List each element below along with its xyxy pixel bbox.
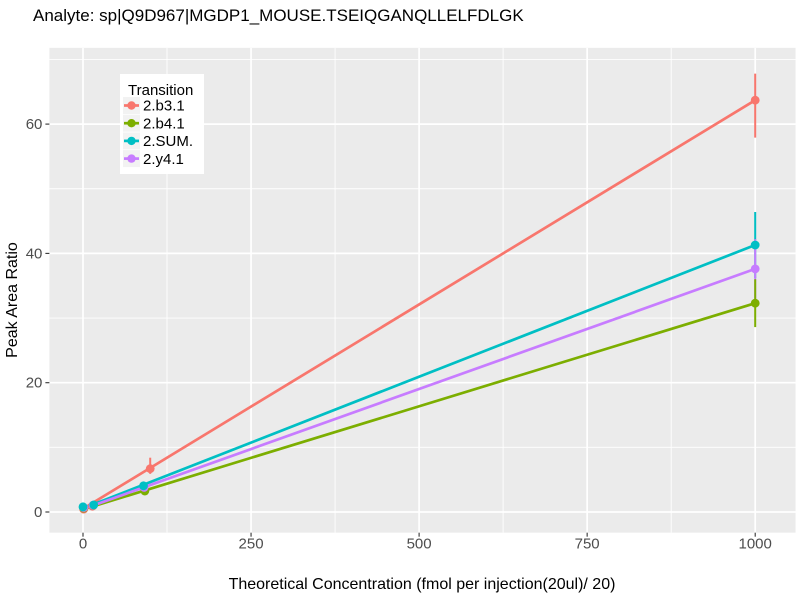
legend-key-point xyxy=(127,154,136,163)
fit-line-2.b3.1 xyxy=(81,98,757,511)
x-tick-label: 0 xyxy=(79,536,87,553)
legend-title: Transition xyxy=(128,82,193,99)
data-point-2.SUM. xyxy=(750,240,760,250)
legend-key-point xyxy=(127,136,136,146)
plot-generated-content: 0 20 40 60 0 250 500 750 1000 Transition2.b3.12.b… xyxy=(26,47,796,553)
y-tick-label: 20 xyxy=(26,375,43,392)
legend-key-point xyxy=(127,119,136,128)
data-point-2.SUM. xyxy=(78,502,88,512)
data-point-2.SUM. xyxy=(139,481,148,491)
data-point-2.y4.1 xyxy=(750,264,760,274)
fit-line-2.b4.1 xyxy=(81,301,757,511)
y-tick-label: 0 xyxy=(34,504,42,521)
x-tick-label: 750 xyxy=(575,536,600,553)
data-points xyxy=(78,95,760,514)
fit-line-2.SUM. xyxy=(81,243,757,510)
x-tick-label: 1000 xyxy=(739,536,772,553)
fit-line-2.y4.1 xyxy=(81,267,757,511)
legend-key-point xyxy=(127,101,136,110)
y-axis-title: Peak Area Ratio xyxy=(4,242,21,358)
legend-label-2.SUM.: 2.SUM. xyxy=(143,133,193,150)
chart-title: Analyte: sp|Q9D967|MGDP1_MOUSE.TSEIQGANQ… xyxy=(33,6,524,25)
legend-label-2.b4.1: 2.b4.1 xyxy=(143,115,185,132)
axes: 0 20 40 60 0 250 500 750 1000 xyxy=(26,116,772,553)
x-tick-label: 500 xyxy=(407,536,432,553)
gridlines xyxy=(49,47,796,533)
legend-label-2.y4.1: 2.y4.1 xyxy=(143,151,184,168)
series-lines xyxy=(81,98,757,511)
data-point-2.b3.1 xyxy=(145,464,155,474)
y-tick-label: 40 xyxy=(26,245,43,262)
x-axis-title: Theoretical Concentration (fmol per inje… xyxy=(229,576,616,593)
x-tick-label: 250 xyxy=(239,536,264,553)
y-tick-label: 60 xyxy=(26,116,43,133)
data-point-2.b4.1 xyxy=(750,298,760,308)
legend-label-2.b3.1: 2.b3.1 xyxy=(143,98,185,115)
data-point-2.b3.1 xyxy=(750,95,760,105)
data-point-2.SUM. xyxy=(89,500,99,510)
